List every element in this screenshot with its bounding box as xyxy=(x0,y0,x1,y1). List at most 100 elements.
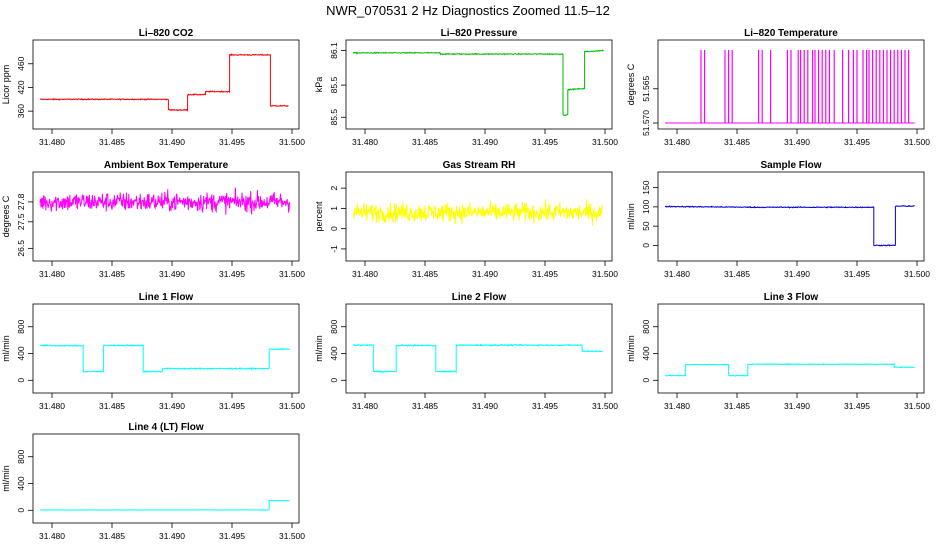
y-axis-label: percent xyxy=(314,201,324,232)
y-tick-label: 0 xyxy=(329,378,339,383)
y-tick-label: 800 xyxy=(329,319,339,333)
x-tick-label: 31.495 xyxy=(219,137,245,147)
series-line-flow xyxy=(664,204,915,247)
x-tick-label: 31.485 xyxy=(412,137,438,147)
x-tick-label: 31.480 xyxy=(664,137,690,147)
panel-sample-flow: Sample Flow ml/min 0 50 100 150 31.480 31.485 31… xyxy=(626,160,930,279)
panel-line-3-flow: Line 3 Flow ml/min 0 400 800 31.480 31.485 31.4… xyxy=(626,292,930,411)
x-tick-label: 31.480 xyxy=(39,137,65,147)
x-tick-label: 31.495 xyxy=(532,137,558,147)
y-axis-label: degrees C xyxy=(1,195,11,237)
plot-frame xyxy=(345,39,613,130)
x-tick-label: 31.490 xyxy=(784,269,810,279)
panel-title: Gas Stream RH xyxy=(443,160,516,171)
x-tick-label: 31.500 xyxy=(904,401,930,411)
x-tick-label: 31.485 xyxy=(412,269,438,279)
x-tick-label: 31.500 xyxy=(279,401,305,411)
y-axis-label: ml/min xyxy=(626,335,636,362)
x-tick-label: 31.490 xyxy=(159,531,185,540)
y-axis-label: ml/min xyxy=(1,465,11,492)
y-tick-label: 800 xyxy=(641,319,651,333)
x-tick-label: 31.485 xyxy=(99,269,125,279)
figure-title: NWR_070531 2 Hz Diagnostics Zoomed 11.5–… xyxy=(326,3,610,18)
x-tick-label: 31.500 xyxy=(279,269,305,279)
x-tick-label: 31.480 xyxy=(352,401,378,411)
y-tick-label: 400 xyxy=(329,346,339,360)
y-tick-label: 800 xyxy=(16,449,26,463)
panel-line-2-flow: Line 2 Flow ml/min 0 400 800 31.480 31.485 31.4… xyxy=(314,292,618,411)
series-line-l4 xyxy=(39,499,290,511)
x-tick-label: 31.500 xyxy=(904,269,930,279)
y-tick-label: 86.1 xyxy=(329,42,339,59)
panel-ambient-box-temperature: Ambient Box Temperature degrees C 26.5 27.5… xyxy=(1,160,305,279)
panel-title: Ambient Box Temperature xyxy=(104,160,229,171)
plot-frame xyxy=(345,171,613,262)
x-tick-label: 31.495 xyxy=(532,401,558,411)
series-line-l1 xyxy=(39,344,290,374)
x-tick-label: 31.495 xyxy=(844,401,870,411)
panel-title: Line 2 Flow xyxy=(452,292,507,303)
y-tick-label: 0 xyxy=(641,243,651,248)
y-tick-label: -1 xyxy=(329,245,339,253)
plot-frame xyxy=(32,303,300,394)
series-line-pressure xyxy=(353,49,604,117)
x-tick-label: 31.495 xyxy=(219,269,245,279)
y-tick-label: 2 xyxy=(329,185,339,190)
panel-li-820-temperature: Li–820 Temperature degrees C 51.570 51.565 3… xyxy=(626,28,930,147)
plot-frame xyxy=(345,303,613,394)
series-line-l3 xyxy=(664,362,915,377)
x-tick-label: 31.495 xyxy=(532,269,558,279)
panel-li-820-co2: Li–820 CO2 Licor ppm 360 420 460 31.480 31.485… xyxy=(1,28,305,147)
plot-frame xyxy=(657,171,925,262)
panel-title: Li–820 Pressure xyxy=(441,28,518,39)
x-tick-label: 31.495 xyxy=(844,137,870,147)
series-line-ambient xyxy=(39,187,291,215)
x-tick-label: 31.500 xyxy=(592,137,618,147)
panel-title: Line 1 Flow xyxy=(139,292,194,303)
x-tick-label: 31.495 xyxy=(844,269,870,279)
panel-title: Li–820 CO2 xyxy=(139,28,194,39)
y-tick-label: 27.5 xyxy=(16,213,26,230)
x-tick-label: 31.495 xyxy=(219,401,245,411)
y-axis-label: kPa xyxy=(314,77,324,93)
y-tick-label: 0 xyxy=(641,378,651,383)
y-axis-label: ml/min xyxy=(1,335,11,362)
panel-line-4-lt-flow: Line 4 (LT) Flow ml/min 0 400 800 31.480 31.48… xyxy=(1,422,305,541)
x-tick-label: 31.480 xyxy=(39,269,65,279)
y-tick-label: 0 xyxy=(16,508,26,513)
x-tick-label: 31.490 xyxy=(784,401,810,411)
panel-title: Line 4 (LT) Flow xyxy=(128,422,204,433)
x-tick-label: 31.480 xyxy=(39,531,65,540)
x-tick-label: 31.490 xyxy=(159,401,185,411)
x-tick-label: 31.500 xyxy=(279,137,305,147)
x-tick-label: 31.480 xyxy=(352,137,378,147)
x-tick-label: 31.500 xyxy=(592,269,618,279)
x-tick-label: 31.490 xyxy=(159,269,185,279)
x-tick-label: 31.480 xyxy=(39,401,65,411)
x-tick-label: 31.500 xyxy=(279,531,305,540)
x-tick-label: 31.480 xyxy=(352,269,378,279)
plot-frame xyxy=(32,171,300,262)
y-tick-label: 0 xyxy=(329,226,339,231)
series-line-co2 xyxy=(40,53,289,113)
x-tick-label: 31.490 xyxy=(472,269,498,279)
y-tick-label: 51.565 xyxy=(641,76,651,102)
panel-li-820-pressure: Li–820 Pressure kPa 85.5 85.5 86.1 31.480 31.4… xyxy=(314,28,618,147)
y-tick-label: 400 xyxy=(641,346,651,360)
y-tick-label: 400 xyxy=(16,476,26,490)
y-axis-label: degrees C xyxy=(626,63,636,105)
y-tick-label: 51.570 xyxy=(641,110,651,136)
x-tick-label: 31.490 xyxy=(472,137,498,147)
x-tick-label: 31.485 xyxy=(412,401,438,411)
y-tick-label: 50 xyxy=(641,221,651,231)
plot-frame xyxy=(657,39,925,130)
y-tick-label: 85.5 xyxy=(329,77,339,94)
x-tick-label: 31.495 xyxy=(219,531,245,540)
x-tick-label: 31.485 xyxy=(99,401,125,411)
y-tick-label: 26.5 xyxy=(16,240,26,257)
x-tick-label: 31.485 xyxy=(99,137,125,147)
y-axis-label: Licor ppm xyxy=(1,65,11,105)
x-tick-label: 31.485 xyxy=(724,137,750,147)
x-tick-label: 31.480 xyxy=(664,401,690,411)
